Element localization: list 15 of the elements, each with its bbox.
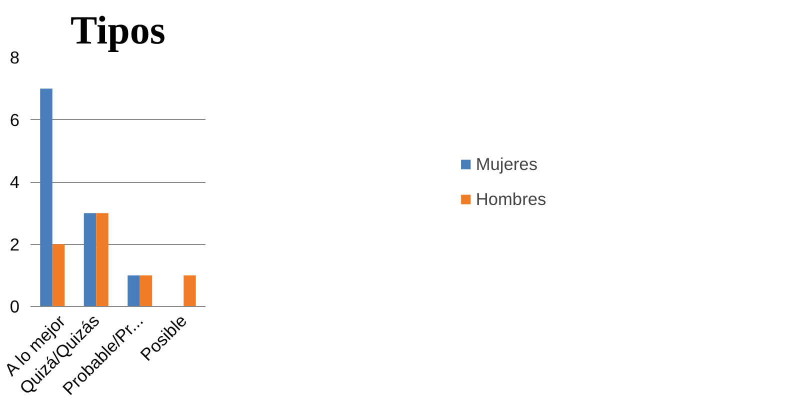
y-tick-label: 2 bbox=[10, 234, 20, 254]
bar bbox=[84, 213, 96, 306]
y-tick-label: 8 bbox=[10, 48, 20, 68]
bar bbox=[96, 213, 108, 306]
legend-label: Hombres bbox=[476, 188, 546, 210]
legend-label: Mujeres bbox=[476, 154, 538, 174]
y-tick-label: 4 bbox=[10, 172, 20, 192]
chart-title: Tipos bbox=[70, 8, 166, 52]
bar bbox=[184, 275, 196, 306]
bar bbox=[140, 275, 152, 306]
y-tick-label: 6 bbox=[10, 110, 20, 130]
bar bbox=[40, 88, 52, 306]
bar bbox=[128, 275, 140, 306]
y-tick-label: 0 bbox=[10, 296, 20, 316]
bar bbox=[52, 244, 65, 306]
